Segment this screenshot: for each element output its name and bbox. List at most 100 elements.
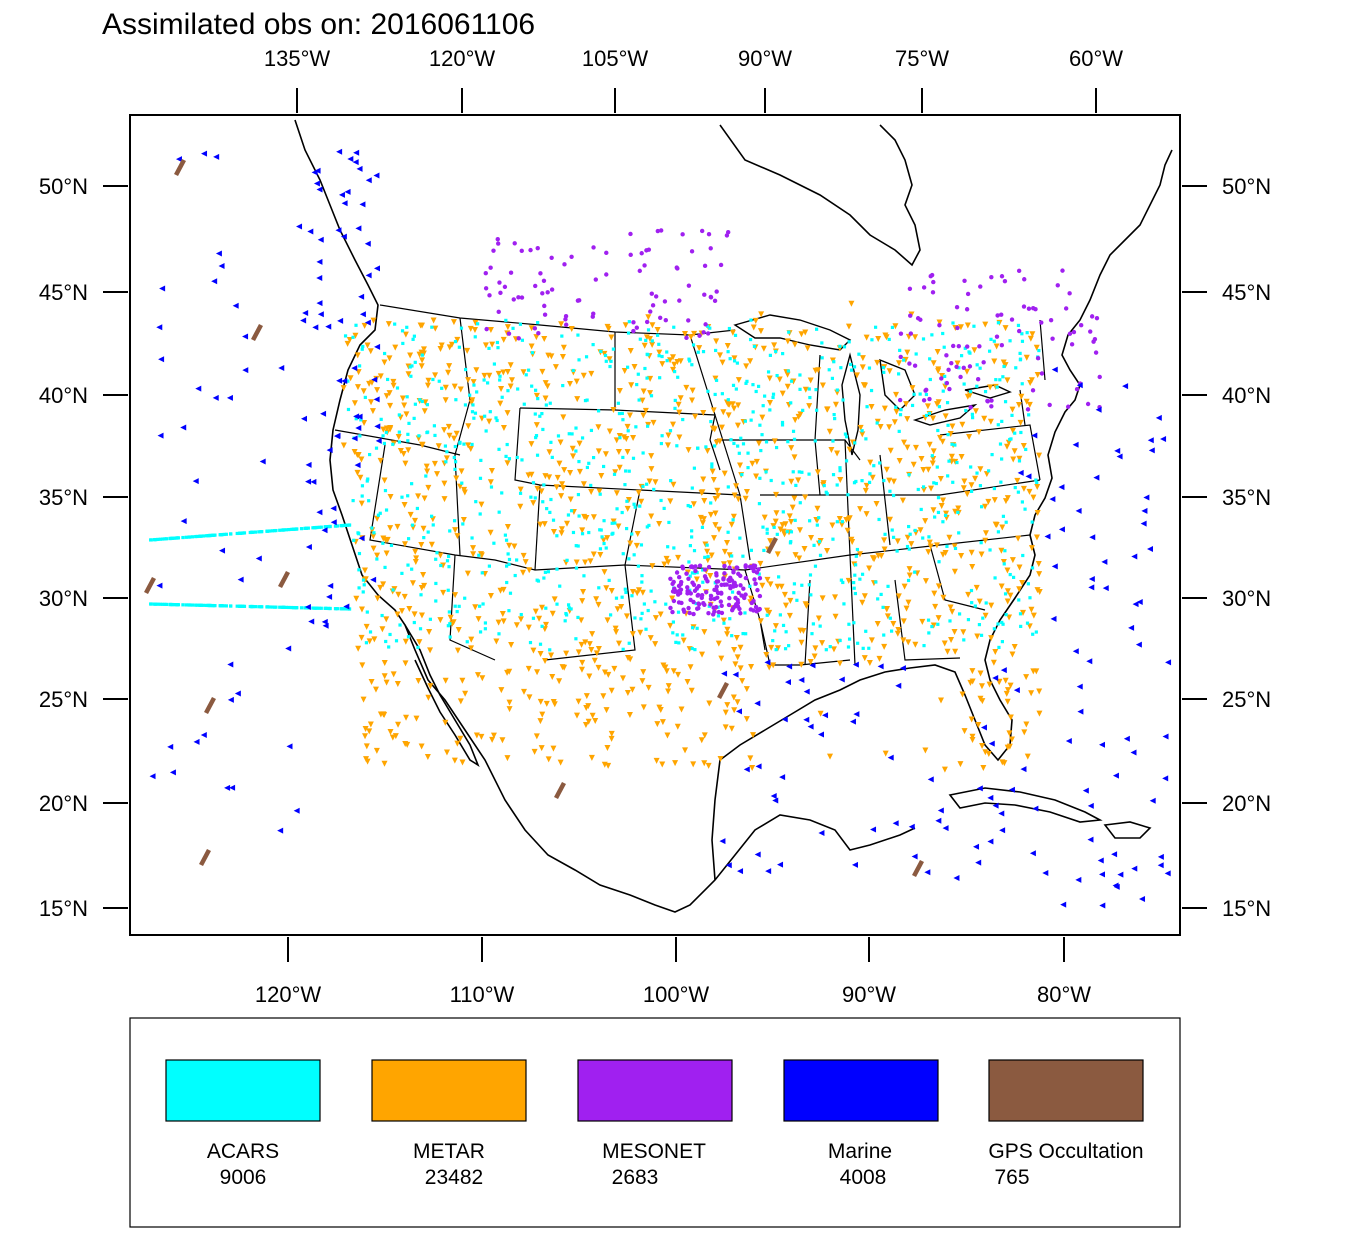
metar-marker <box>959 691 966 698</box>
acars-marker <box>580 532 585 536</box>
metar-marker <box>760 345 767 352</box>
metar-marker <box>450 619 457 626</box>
metar-marker <box>767 538 774 545</box>
acars-marker <box>808 519 812 523</box>
metar-marker <box>405 447 412 454</box>
metar-marker <box>385 321 392 328</box>
acars-marker <box>761 525 765 529</box>
acars-marker <box>1028 596 1032 600</box>
metar-marker <box>626 412 633 419</box>
acars-marker <box>536 321 540 325</box>
metar-marker <box>1018 393 1025 400</box>
metar-marker <box>701 732 708 739</box>
acars-marker <box>460 481 464 485</box>
metar-marker <box>473 367 480 374</box>
marine-marker <box>1131 865 1138 872</box>
metar-marker <box>804 345 811 352</box>
marine-marker <box>351 365 358 372</box>
marine-marker <box>355 225 362 232</box>
mesonet-marker <box>644 319 650 325</box>
mesonet-marker <box>907 361 912 366</box>
mesonet-marker <box>1074 387 1080 392</box>
acars-marker <box>393 322 397 326</box>
metar-marker <box>1000 559 1007 566</box>
mesonet-marker <box>962 278 967 283</box>
metar-marker <box>944 648 951 655</box>
metar-marker <box>506 542 513 549</box>
acars-marker <box>475 390 479 394</box>
metar-marker <box>601 569 608 576</box>
acars-marker <box>364 641 369 645</box>
mesonet-marker <box>977 344 982 349</box>
acars-marker <box>621 552 625 556</box>
metar-marker <box>383 616 390 623</box>
metar-marker <box>614 606 621 613</box>
metar-marker <box>987 384 994 391</box>
acars-marker <box>541 427 545 432</box>
acars-marker <box>787 330 791 334</box>
acars-marker <box>161 602 165 606</box>
acars-marker <box>775 373 779 378</box>
metar-marker <box>615 523 622 530</box>
metar-marker <box>955 505 962 512</box>
metar-marker <box>836 660 843 667</box>
acars-marker <box>534 435 538 440</box>
acars-marker <box>461 522 465 526</box>
metar-marker <box>370 545 377 552</box>
metar-marker <box>361 322 368 329</box>
acars-marker <box>465 640 469 644</box>
acars-marker <box>272 529 277 533</box>
metar-marker <box>534 485 541 492</box>
metar-marker <box>405 371 412 378</box>
metar-marker <box>757 560 764 567</box>
metar-marker <box>862 487 869 494</box>
metar-marker <box>796 527 803 534</box>
marine-marker <box>347 156 354 163</box>
acars-marker <box>752 344 757 349</box>
acars-marker <box>171 602 175 607</box>
metar-marker <box>900 637 907 644</box>
mesonet-marker <box>718 599 724 604</box>
acars-marker <box>814 388 818 392</box>
marine-marker <box>1065 737 1072 744</box>
acars-marker <box>963 346 967 350</box>
acars-marker <box>970 601 974 605</box>
mesonet-marker <box>704 589 709 595</box>
acars-marker <box>563 619 567 623</box>
acars-marker <box>445 559 450 563</box>
metar-marker <box>561 467 568 474</box>
acars-marker <box>944 513 948 518</box>
mesonet-marker <box>743 592 748 597</box>
metar-marker <box>344 340 351 347</box>
metar-marker <box>857 424 864 431</box>
metar-marker <box>453 430 460 437</box>
metar-marker <box>640 704 647 711</box>
metar-marker <box>884 613 891 620</box>
acars-marker <box>824 648 828 652</box>
marine-marker <box>1160 436 1167 443</box>
acars-marker <box>737 451 741 455</box>
metar-marker <box>976 598 983 605</box>
acars-marker <box>849 362 853 367</box>
mesonet-marker <box>741 586 746 591</box>
acars-marker <box>515 455 519 460</box>
metar-marker <box>929 460 936 467</box>
acars-marker <box>959 354 964 358</box>
mesonet-marker <box>985 398 990 404</box>
acars-marker <box>1019 624 1023 629</box>
metar-marker <box>667 622 674 629</box>
mesonet-marker <box>1035 355 1041 361</box>
mesonet-marker <box>696 601 701 606</box>
marine-marker <box>1088 584 1095 591</box>
metar-marker <box>791 454 798 461</box>
acars-marker <box>757 572 761 576</box>
metar-marker <box>1035 560 1042 567</box>
acars-marker <box>642 602 646 606</box>
metar-marker <box>934 348 941 355</box>
metar-marker <box>988 602 995 609</box>
metar-marker <box>493 638 500 645</box>
marine-marker <box>1076 683 1083 690</box>
acars-marker <box>997 645 1001 650</box>
acars-marker <box>400 571 404 575</box>
acars-marker <box>936 622 940 626</box>
